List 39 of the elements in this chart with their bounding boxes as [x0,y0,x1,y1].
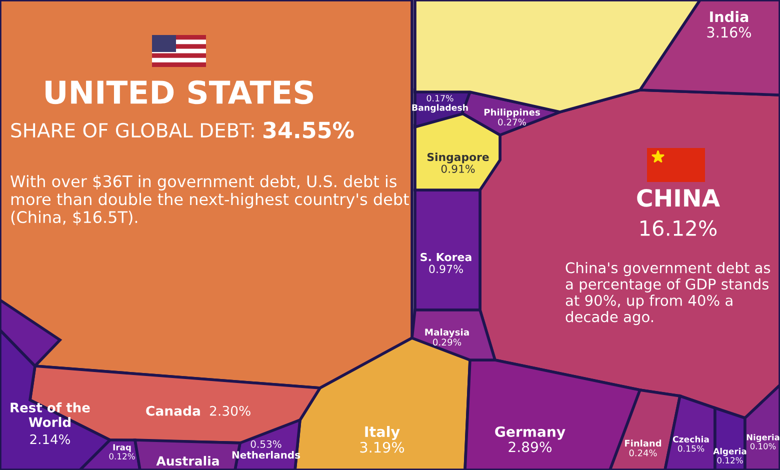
data-label: 0.10% [750,443,776,450]
data-label: 16.12% [640,220,717,236]
text: China's government debt as a percentage of GDP stands at 90%, up from 40% a decade ago. [566,262,770,326]
category-label: Iraq [113,444,131,452]
category-label: CHINA [637,188,720,207]
data-label: 0.12% [717,457,743,464]
data-label: 0.27% [498,118,526,126]
data-label: 0.17% [426,94,454,102]
category-label: India [710,11,748,22]
category-label: Germany [495,426,566,440]
data-label: 0.97% [429,264,463,274]
category-label: Finland [625,440,662,447]
data-label: 0.53% [250,440,282,448]
category-label: Singapore [427,152,489,164]
data-label: 0.12% [109,453,135,460]
category-label: Canada [146,406,200,416]
data-label: 3.16% [707,26,752,38]
data-label: 2.14% [30,434,70,444]
text: With over $36T in government debt, U.S. debt is more than double the next-highest country's debt (China, $16.5T). [10,175,409,226]
category-label: Australia [156,456,219,466]
category-label: Czechia [672,436,709,442]
data-label: 34.55% [263,122,354,138]
category-label: Italy [365,426,400,440]
data-label: 0.15% [678,445,704,452]
data-label: 0.24% [629,450,657,456]
category-label: Nigeria [746,434,780,442]
data-label: 3.19% [360,442,404,453]
category-label: UNITED STATES [46,80,313,104]
category-label: Philippines [484,108,540,118]
category-label: Bangladesh [412,104,468,113]
category-label: S. Korea [420,252,472,262]
text: SHARE OF GLOBAL DEBT: [11,122,254,138]
data-label: 0.29% [433,338,462,346]
data-label: 0.91% [441,164,475,173]
category-label: Algeria [713,448,746,456]
data-label: 2.30% [210,406,250,416]
category-label: Malaysia [425,328,469,338]
data-label: 2.89% [508,442,552,452]
category-label: Rest of the World [10,402,90,428]
